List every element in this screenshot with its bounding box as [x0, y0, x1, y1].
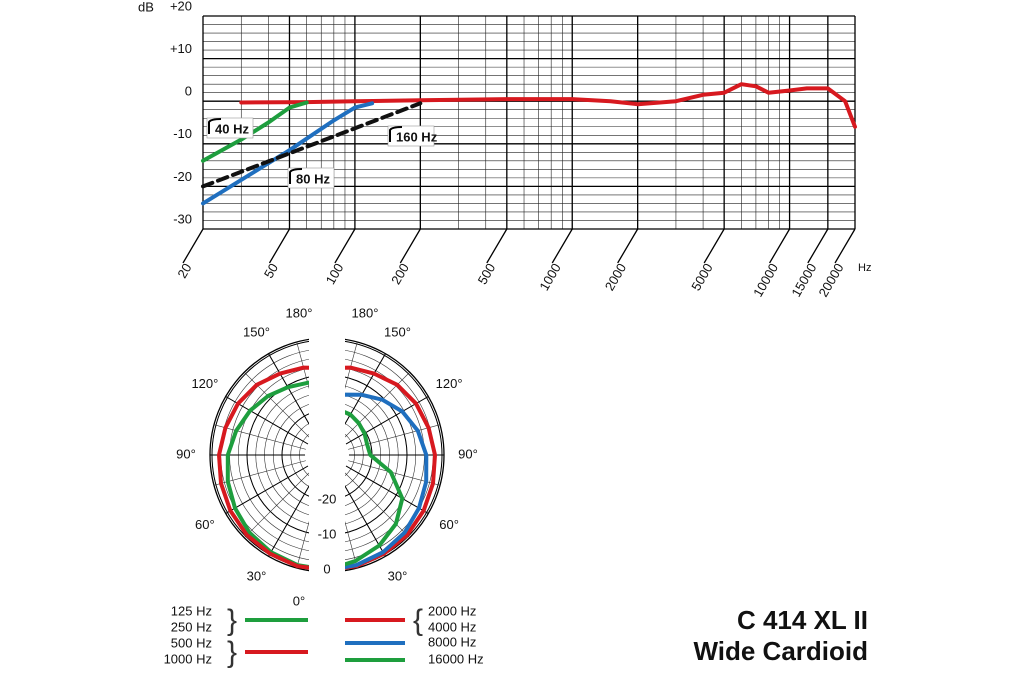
legend-brace: } — [227, 636, 237, 669]
cutoff-label-box — [387, 125, 435, 147]
y-tick-label: -20 — [173, 169, 192, 184]
x-tick-mark — [268, 228, 291, 264]
polar-curve — [217, 365, 328, 572]
legend-label: 125 Hz — [171, 603, 212, 618]
y-tick-label: +20 — [170, 0, 192, 13]
legend-brace: { — [413, 604, 423, 637]
response-curve — [201, 101, 423, 189]
y-tick-label: +10 — [170, 41, 192, 56]
legend-label: 8000 Hz — [428, 634, 476, 649]
angle-label: 180° — [286, 305, 313, 320]
legend-label: 16000 Hz — [428, 651, 484, 666]
x-tick-mark — [617, 228, 639, 264]
y-tick-label: -30 — [173, 211, 192, 226]
legend-label: 1000 Hz — [164, 651, 212, 666]
x-tick-mark — [807, 228, 829, 264]
response-curve — [201, 100, 309, 163]
polar-curve — [326, 392, 429, 572]
polar-curve — [326, 407, 405, 572]
cutoff-label: 160 Hz — [396, 129, 438, 144]
angle-label: 60° — [439, 517, 459, 532]
radial-label: 0 — [323, 561, 330, 576]
response-curve — [239, 82, 857, 129]
cutoff-label: 80 Hz — [296, 171, 330, 186]
radial-label: -10 — [318, 526, 337, 541]
x-tick-mark — [703, 228, 725, 264]
legend-label: 4000 Hz — [428, 619, 476, 634]
x-tick-mark — [834, 228, 856, 264]
angle-label: 150° — [384, 324, 411, 339]
legend-label: 2000 Hz — [428, 603, 476, 618]
filter-symbol — [289, 168, 303, 184]
angle-label: 120° — [191, 376, 218, 391]
radial-label: -20 — [318, 491, 337, 506]
x-tick-mark — [486, 228, 508, 264]
angle-label: 90° — [176, 446, 196, 461]
x-tick-mark — [399, 228, 421, 264]
angle-label: 150° — [243, 324, 270, 339]
filter-symbol — [208, 118, 222, 134]
x-axis-label: Hz — [858, 262, 871, 274]
cutoff-label-box — [206, 117, 254, 139]
x-tick-mark — [551, 228, 573, 264]
product-name: C 414 XL II — [737, 605, 868, 635]
x-tick-mark — [182, 228, 204, 264]
x-tick-mark — [334, 228, 356, 264]
cutoff-label: 40 Hz — [215, 121, 249, 136]
x-tick-label: 20 — [174, 261, 194, 281]
angle-label: 30° — [247, 569, 267, 584]
angle-label: 180° — [352, 305, 379, 320]
angle-label: 120° — [436, 376, 463, 391]
y-axis-label: dB — [138, 0, 154, 14]
legend-brace: } — [227, 604, 237, 637]
y-tick-label: -10 — [173, 126, 192, 141]
product-pattern: Wide Cardioid — [693, 636, 868, 666]
legend-label: 500 Hz — [171, 635, 212, 650]
angle-label: 0° — [293, 593, 305, 608]
center-strip — [309, 328, 345, 582]
angle-label: 60° — [195, 517, 215, 532]
legend-label: 250 Hz — [171, 619, 212, 634]
response-curve — [201, 101, 375, 206]
x-tick-mark — [769, 228, 791, 264]
angle-label: 30° — [388, 569, 408, 584]
cutoff-label-box — [287, 167, 335, 189]
angle-label: 90° — [458, 446, 478, 461]
filter-symbol — [389, 126, 403, 142]
y-tick-label: 0 — [185, 84, 192, 99]
x-tick-label: 50 — [261, 261, 281, 281]
